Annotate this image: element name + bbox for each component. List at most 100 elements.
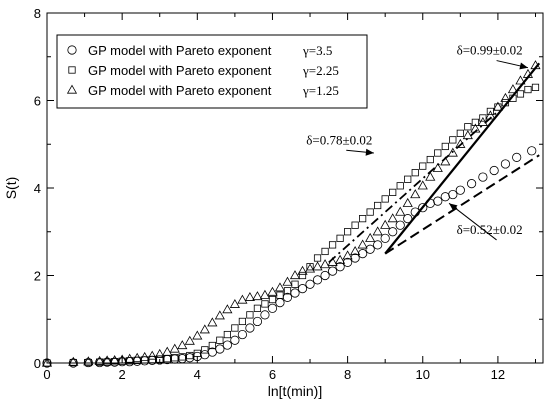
square-marker	[471, 118, 479, 126]
legend-box	[56, 34, 368, 109]
triangle-marker	[192, 330, 203, 340]
circle-marker	[312, 275, 323, 285]
circle-marker	[260, 310, 270, 320]
square-marker	[336, 234, 344, 242]
circle-marker	[527, 146, 537, 156]
square-marker	[464, 123, 472, 131]
x-tick-label: 0	[43, 367, 50, 382]
square-marker	[344, 228, 352, 236]
legend-gamma-label: γ=3.5	[302, 43, 332, 58]
circle-marker	[67, 45, 77, 55]
triangle-marker	[267, 286, 278, 296]
y-axis-label: S(t)	[3, 177, 19, 200]
triangle-marker	[94, 355, 105, 365]
circle-marker	[512, 152, 522, 162]
annotation-arrowhead	[449, 203, 458, 211]
triangle-marker	[274, 282, 286, 292]
legend-label: GP model with Pareto exponent	[88, 43, 272, 58]
circle-marker	[440, 192, 450, 202]
triangle-marker	[147, 350, 158, 360]
triangle-marker	[304, 263, 316, 273]
triangle-marker	[500, 92, 511, 102]
triangle-marker	[66, 84, 78, 94]
circle-marker	[478, 172, 488, 182]
annotation-label: δ=0.78±0.02	[306, 132, 372, 147]
triangle-marker	[522, 68, 534, 78]
circle-marker	[433, 196, 443, 206]
legend-gamma-label: γ=1.25	[302, 83, 339, 98]
square-marker	[404, 175, 412, 183]
circle-marker	[320, 270, 330, 281]
square-marker	[456, 129, 464, 137]
triangle-marker	[83, 356, 94, 366]
square-marker	[328, 241, 337, 249]
y-tick-label: 0	[34, 356, 41, 371]
triangle-marker	[297, 265, 308, 275]
triangle-marker	[229, 298, 240, 308]
fit-line-dashed	[384, 154, 540, 255]
circle-marker	[245, 323, 255, 333]
y-tick-label: 2	[34, 269, 41, 284]
square-marker	[389, 188, 397, 196]
triangle-marker	[432, 162, 443, 172]
x-tick-label: 12	[491, 367, 505, 382]
square-marker	[441, 142, 449, 151]
triangle-marker	[357, 239, 368, 249]
triangle-marker	[350, 246, 361, 256]
square-marker	[396, 182, 404, 190]
square-marker	[201, 346, 209, 354]
circle-marker	[327, 266, 338, 276]
circle-marker	[425, 198, 435, 208]
square-marker	[516, 90, 525, 98]
triangle-marker	[139, 351, 150, 361]
square-marker	[246, 311, 254, 319]
circle-marker	[365, 244, 375, 254]
circle-marker	[373, 240, 383, 250]
triangle-marker	[162, 346, 173, 356]
circle-marker	[410, 207, 420, 217]
annotation-arrow-line	[448, 202, 497, 241]
triangle-marker	[410, 189, 421, 199]
square-marker	[208, 341, 216, 350]
square-marker	[223, 330, 231, 339]
circle-marker	[237, 329, 247, 340]
triangle-marker	[154, 348, 165, 358]
triangle-marker	[372, 226, 383, 236]
circle-marker	[455, 185, 465, 195]
annotation-arrowhead	[519, 62, 528, 70]
square-marker	[186, 351, 194, 360]
triangle-marker	[282, 276, 293, 286]
square-marker	[486, 107, 494, 116]
square-marker	[276, 291, 284, 299]
circle-marker	[230, 335, 240, 345]
triangle-marker	[41, 357, 53, 367]
square-marker	[381, 195, 389, 203]
circle-marker	[290, 288, 300, 298]
square-marker	[374, 201, 382, 210]
triangle-marker	[312, 261, 323, 271]
x-tick-label: 6	[269, 367, 276, 382]
square-marker	[411, 169, 419, 177]
triangle-marker	[440, 156, 451, 166]
y-tick-label: 6	[34, 94, 41, 109]
legend: GP model with Pareto exponent γ=3.5 GP mod…	[56, 34, 368, 109]
square-marker	[298, 271, 307, 280]
data-markers	[41, 60, 541, 368]
square-marker	[68, 66, 76, 74]
triangle-marker	[259, 289, 271, 299]
triangle-marker	[68, 356, 79, 366]
circle-marker	[418, 203, 428, 213]
circle-marker	[297, 284, 308, 294]
legend-gamma-label: γ=2.25	[302, 63, 339, 78]
triangle-marker	[462, 130, 473, 140]
square-marker	[366, 208, 374, 216]
circle-marker	[343, 257, 353, 267]
triangle-marker	[387, 213, 398, 223]
circle-marker	[448, 189, 458, 200]
triangle-marker	[109, 354, 120, 364]
square-marker	[449, 136, 457, 144]
square-marker	[531, 83, 540, 91]
triangle-marker	[395, 206, 406, 216]
circle-marker	[68, 358, 78, 368]
square-marker	[321, 247, 329, 256]
